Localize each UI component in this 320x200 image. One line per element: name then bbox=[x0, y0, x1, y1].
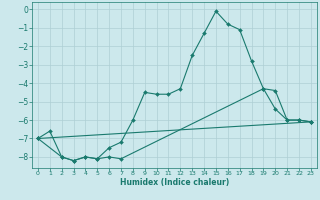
X-axis label: Humidex (Indice chaleur): Humidex (Indice chaleur) bbox=[120, 178, 229, 187]
